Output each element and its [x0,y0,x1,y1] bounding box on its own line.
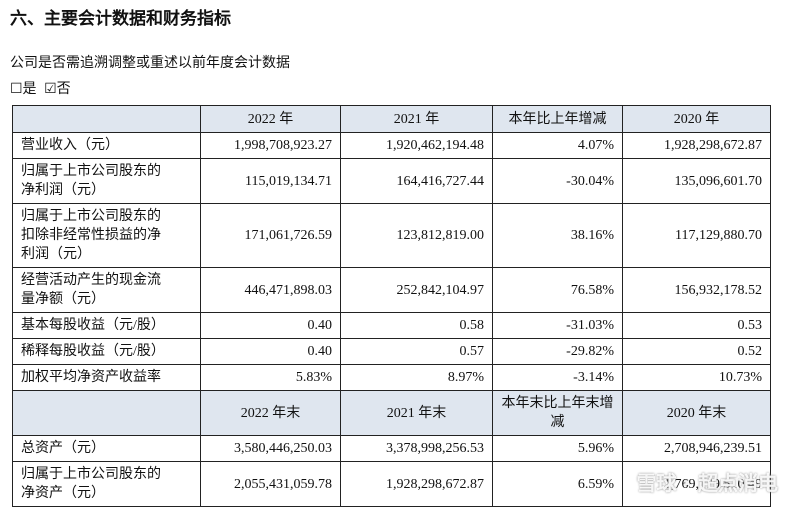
value-cell: 5.96% [492,435,623,462]
value-cell: 0.57 [340,338,493,365]
header-row: 2022 年 2021 年本年比上年增减 2020 年 [12,105,771,133]
value-cell: -31.03% [492,312,623,339]
table-row: 归属于上市公司股东的净利润（元） 115,019,134.71 164,416,72… [12,158,771,204]
table-row: 基本每股收益（元/股） 0.40 0.58 -31.03% 0.53 [12,312,771,339]
row-label: 基本每股收益（元/股） [12,312,201,339]
table-row: 营业收入（元） 1,998,708,923.27 1,920,462,194.48 4… [12,132,771,159]
value-cell: 2,055,431,059.78 [200,461,341,507]
value-cell: 0.40 [200,312,341,339]
value-cell: 2,708,946,239.51 [622,435,771,462]
row-label: 归属于上市公司股东的净利润（元） [12,158,201,204]
value-cell: 38.16% [492,203,623,268]
header-cell: 2022 年末 [200,390,341,436]
value-cell: 5.83% [200,364,341,391]
value-cell: 3,378,998,256.53 [340,435,493,462]
header-cell: 本年末比上年末增减 [492,390,623,436]
value-cell: 0.53 [622,312,771,339]
header-cell [12,390,201,436]
header-cell: 2021 年 [340,105,493,133]
option: ☐是 [10,82,37,97]
title: 六、主要会计数据和财务指标 [10,9,231,29]
header-cell: 2020 年末 [622,390,771,436]
value-cell: 446,471,898.03 [200,267,341,313]
table-row: 加权平均净资产收益率 5.83% 8.97% -3.14% 10.73% [12,364,771,391]
value-cell: 8.97% [340,364,493,391]
value-cell: 1,769,179,510.49 [622,461,771,507]
table-row: 经营活动产生的现金流量净额（元） 446,471,898.03 252,842,10… [12,267,771,313]
header-cell [12,105,201,133]
row-label: 归属于上市公司股东的净资产（元） [12,461,201,507]
value-cell: 252,842,104.97 [340,267,493,313]
value-cell: 6.59% [492,461,623,507]
row-label: 稀释每股收益（元/股） [12,338,201,365]
value-cell: 135,096,601.70 [622,158,771,204]
options: ☐是 ☑否 [10,78,75,98]
value-cell: 1,928,298,672.87 [622,132,771,159]
data-table: 2022 年 2021 年本年比上年增减 2020 年营业收入（元） 1,998,70… [12,105,771,507]
row-label: 营业收入（元） [12,132,201,159]
value-cell: 0.58 [340,312,493,339]
table-row: 稀释每股收益（元/股） 0.40 0.57 -29.82% 0.52 [12,338,771,365]
row-label: 总资产（元） [12,435,201,462]
table-row: 归属于上市公司股东的净资产（元） 2,055,431,059.78 1,928,29… [12,461,771,507]
value-cell: 1,998,708,923.27 [200,132,341,159]
value-cell: -29.82% [492,338,623,365]
value-cell: 76.58% [492,267,623,313]
table-row: 归属于上市公司股东的扣除非经常性损益的净利润（元） 171,061,726.59 1… [12,203,771,268]
value-cell: -30.04% [492,158,623,204]
header-cell: 2020 年 [622,105,771,133]
row-label: 经营活动产生的现金流量净额（元） [12,267,201,313]
header-row: 2022 年末 2021 年末 本年末比上年末增减 2020 年末 [12,390,771,436]
value-cell: 1,920,462,194.48 [340,132,493,159]
value-cell: 156,932,178.52 [622,267,771,313]
value-cell: 1,928,298,672.87 [340,461,493,507]
row-label: 加权平均净资产收益率 [12,364,201,391]
value-cell: 4.07% [492,132,623,159]
value-cell: 123,812,819.00 [340,203,493,268]
value-cell: 115,019,134.71 [200,158,341,204]
value-cell: 164,416,727.44 [340,158,493,204]
header-cell: 2022 年 [200,105,341,133]
header-cell: 2021 年末 [340,390,493,436]
value-cell: -3.14% [492,364,623,391]
value-cell: 117,129,880.70 [622,203,771,268]
value-cell: 171,061,726.59 [200,203,341,268]
subtitle: 公司是否需追溯调整或重述以前年度会计数据 [10,56,290,71]
value-cell: 0.40 [200,338,341,365]
value-cell: 3,580,446,250.03 [200,435,341,462]
option: ☑否 [44,82,71,97]
value-cell: 10.73% [622,364,771,391]
row-label: 归属于上市公司股东的扣除非经常性损益的净利润（元） [12,203,201,268]
value-cell: 0.52 [622,338,771,365]
header-cell: 本年比上年增减 [492,105,623,133]
table-row: 总资产（元） 3,580,446,250.03 3,378,998,256.53 5.… [12,435,771,462]
watermark: 雪球 · 超点消电 [636,471,778,495]
